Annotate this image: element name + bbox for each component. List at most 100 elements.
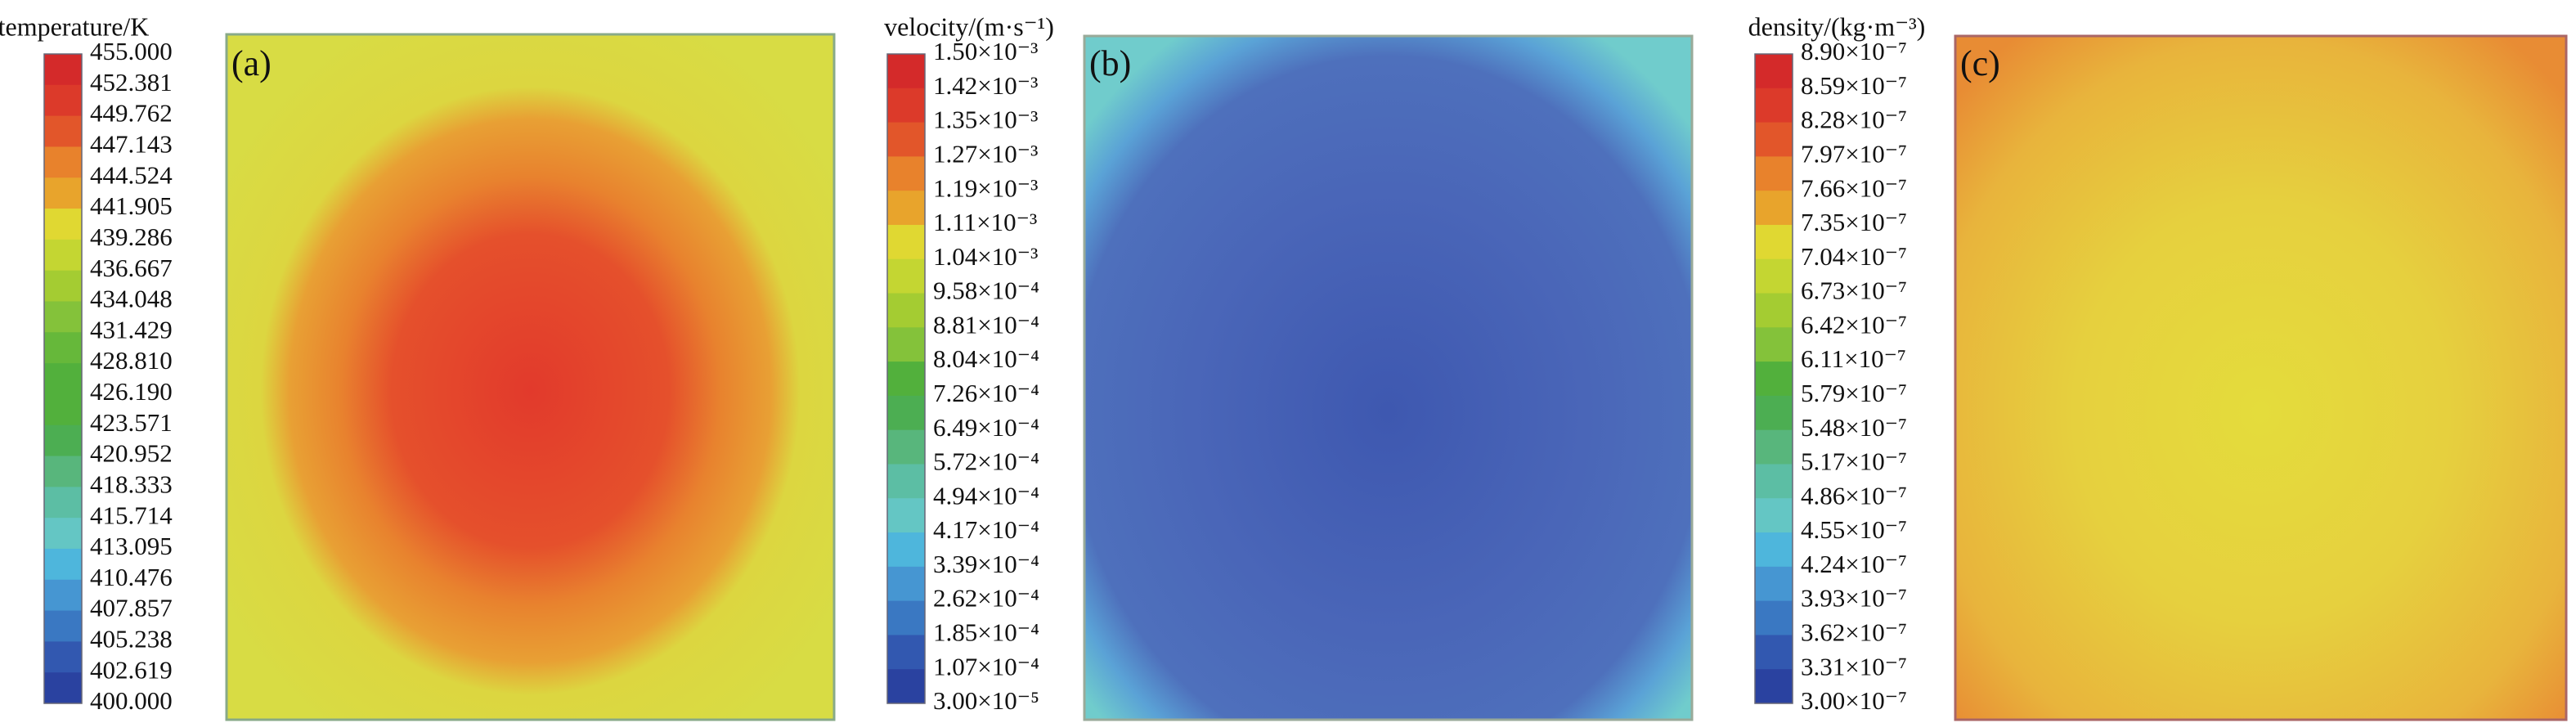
colorbar-tick-label: 8.28×10⁻⁷ xyxy=(1801,106,1907,134)
colorbar-band xyxy=(1755,566,1793,602)
colorbar-tick-label: 7.04×10⁻⁷ xyxy=(1801,242,1907,271)
colorbar-tick-label: 400.000 xyxy=(90,686,173,715)
colorbar-tick-label: 6.73×10⁻⁷ xyxy=(1801,276,1907,305)
colorbar-band xyxy=(44,487,82,519)
colorbar-tick-label: 1.19×10⁻³ xyxy=(933,173,1038,202)
colorbar-tick-label: 3.93×10⁻⁷ xyxy=(1801,584,1907,613)
colorbar-tick-label: 420.952 xyxy=(90,439,173,468)
colorbar-tick-label: 5.48×10⁻⁷ xyxy=(1801,413,1907,442)
colorbar-title: velocity/(m·s⁻¹) xyxy=(884,11,1054,41)
colorbar-band xyxy=(44,641,82,673)
colorbar-band xyxy=(44,177,82,209)
colorbar-tick-label: 6.42×10⁻⁷ xyxy=(1801,310,1907,339)
colorbar-band xyxy=(1755,362,1793,397)
colorbar-tick-label: 405.238 xyxy=(90,624,173,653)
colorbar-tick-label: 1.50×10⁻³ xyxy=(933,37,1038,65)
colorbar-band xyxy=(44,239,82,272)
colorbar-band xyxy=(44,610,82,642)
colorbar-tick-label: 9.58×10⁻⁴ xyxy=(933,276,1039,305)
colorbar-tick-label: 7.66×10⁻⁷ xyxy=(1801,173,1907,202)
colorbar-band xyxy=(44,579,82,612)
colorbar-band xyxy=(44,456,82,487)
colorbar-band xyxy=(44,363,82,395)
colorbar-band xyxy=(44,672,82,704)
colorbar-tick-label: 8.59×10⁻⁷ xyxy=(1801,71,1907,100)
colorbar-band xyxy=(1755,156,1793,191)
colorbar-tick-label: 415.714 xyxy=(90,501,173,529)
fields xyxy=(225,33,2568,721)
colorbar-tick-label: 8.90×10⁻⁷ xyxy=(1801,37,1907,65)
density-field xyxy=(1954,34,2568,721)
colorbar-tick-label: 1.27×10⁻³ xyxy=(933,139,1038,168)
colorbar-tick-label: 402.619 xyxy=(90,655,173,684)
colorbar-band xyxy=(44,209,82,240)
colorbar-band xyxy=(887,635,925,670)
colorbar-band xyxy=(1755,498,1793,533)
colorbar-band xyxy=(44,424,82,457)
colorbar-frame xyxy=(886,53,926,704)
colorbar-tick-label: 7.35×10⁻⁷ xyxy=(1801,208,1907,236)
colorbar-tick-label: 439.286 xyxy=(90,222,173,251)
colorbar-tick-label: 1.35×10⁻³ xyxy=(933,106,1038,134)
colorbar-tick-label: 418.333 xyxy=(90,469,173,498)
colorbar-band xyxy=(887,669,925,704)
colorbar-band xyxy=(1755,88,1793,123)
colorbar-band xyxy=(44,270,82,302)
colorbar-band xyxy=(887,327,925,362)
colorbar-band xyxy=(1755,532,1793,568)
colorbar-band xyxy=(44,54,82,86)
colorbar-title: density/(kg·m⁻³) xyxy=(1748,11,1926,41)
colorbar-band xyxy=(887,464,925,499)
colorbar-tick-label: 3.39×10⁻⁴ xyxy=(933,550,1039,578)
colorbar-tick-label: 455.000 xyxy=(90,37,173,65)
colorbar-band xyxy=(44,84,82,117)
colorbar-tick-label: 3.62×10⁻⁷ xyxy=(1801,618,1907,647)
colorbar-tick-label: 436.667 xyxy=(90,254,173,282)
colorbar-band xyxy=(1755,224,1793,260)
panel-label: (c) xyxy=(1960,43,2000,83)
colorbar-tick-label: 3.00×10⁻⁷ xyxy=(1801,686,1907,715)
colorbar-band xyxy=(1755,293,1793,328)
colorbar-tick-label: 431.429 xyxy=(90,315,173,344)
colorbar-tick-label: 410.476 xyxy=(90,563,173,591)
colorbar-band xyxy=(1755,635,1793,670)
colorbar-band xyxy=(887,498,925,533)
colorbar-tick-label: 449.762 xyxy=(90,99,173,128)
colorbar-band xyxy=(887,429,925,465)
colorbar-band xyxy=(887,293,925,328)
colorbar-tick-label: 4.55×10⁻⁷ xyxy=(1801,515,1907,544)
colorbar-band xyxy=(887,532,925,568)
colorbar-band xyxy=(1755,429,1793,465)
colorbar-tick-label: 5.72×10⁻⁴ xyxy=(933,447,1039,476)
colorbar-tick-label: 7.26×10⁻⁴ xyxy=(933,379,1039,407)
colorbar-frame xyxy=(43,53,83,704)
colorbar-band xyxy=(1755,327,1793,362)
velocity-field xyxy=(1083,34,1694,721)
colorbar-band xyxy=(887,395,925,431)
colorbar-tick-label: 8.81×10⁻⁴ xyxy=(933,310,1039,339)
colorbar-tick-label: 452.381 xyxy=(90,68,173,97)
colorbar-tick-label: 1.11×10⁻³ xyxy=(933,208,1037,236)
colorbar-band xyxy=(887,191,925,226)
colorbar-tick-label: 1.07×10⁻⁴ xyxy=(933,652,1039,680)
colorbar-band xyxy=(887,54,925,89)
colorbar-band xyxy=(44,115,82,147)
colorbar-band xyxy=(1755,669,1793,704)
colorbar-tick-label: 3.31×10⁻⁷ xyxy=(1801,652,1907,680)
colorbar-band xyxy=(1755,600,1793,635)
colorbar-tick-label: 447.143 xyxy=(90,130,173,159)
colorbar-tick-label: 5.79×10⁻⁷ xyxy=(1801,379,1907,407)
colorbar-tick-label: 413.095 xyxy=(90,532,173,560)
colorbar-band xyxy=(887,224,925,260)
colorbar-tick-label: 4.94×10⁻⁴ xyxy=(933,481,1039,510)
colorbar-tick-label: 1.42×10⁻³ xyxy=(933,71,1038,100)
colorbar-band xyxy=(1755,395,1793,431)
colorbar-tick-label: 423.571 xyxy=(90,408,173,437)
colorbar-tick-label: 4.24×10⁻⁷ xyxy=(1801,550,1907,578)
colorbar-band xyxy=(887,258,925,294)
colorbar-band xyxy=(44,518,82,550)
colorbar-tick-label: 6.49×10⁻⁴ xyxy=(933,413,1039,442)
colorbar-band xyxy=(44,393,82,426)
colorbar-band xyxy=(887,600,925,635)
colorbar-tick-label: 7.97×10⁻⁷ xyxy=(1801,139,1907,168)
